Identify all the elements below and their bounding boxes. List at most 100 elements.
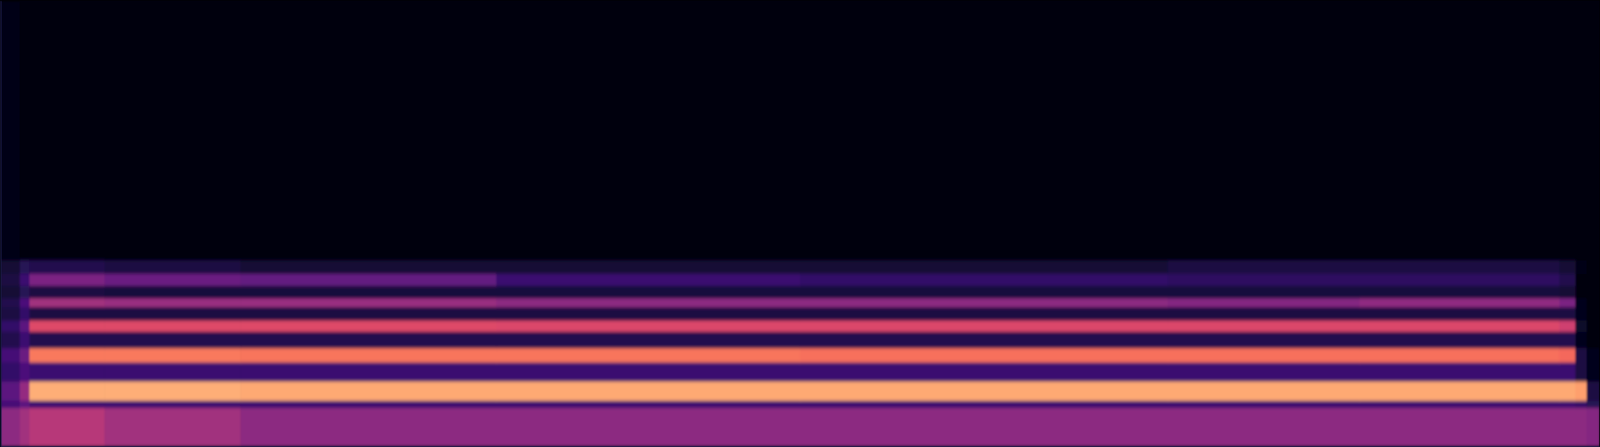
y-axis — [0, 1, 2, 447]
heatmap-cell — [1559, 298, 1576, 308]
heatmap-cell — [0, 0, 21, 261]
heatmap-cell — [104, 259, 241, 274]
heatmap-cell — [1359, 400, 1560, 409]
heatmap-cell — [1586, 285, 1600, 299]
heatmap-cell — [496, 407, 801, 447]
heatmap-cell — [1575, 331, 1587, 349]
heatmap-cell — [0, 400, 21, 409]
heatmap-cell — [1559, 381, 1576, 401]
heatmap-cell — [29, 320, 106, 332]
heatmap-cell — [29, 381, 106, 401]
heatmap-cell — [240, 362, 497, 382]
heatmap-cell — [496, 362, 801, 382]
heatmap-cell — [1586, 331, 1600, 349]
cells — [0, 0, 1600, 447]
heatmap-cell — [1359, 298, 1560, 308]
heatmap-cell — [19, 0, 30, 261]
heatmap-cell — [19, 331, 30, 349]
heatmap-cell — [29, 348, 106, 363]
heatmap-cell — [1586, 362, 1600, 382]
plot-background — [0, 0, 1600, 447]
x-axis — [1, 446, 1600, 447]
heatmap-cell — [19, 273, 30, 286]
heatmap-cell — [104, 331, 241, 349]
heatmap-cell — [240, 331, 497, 349]
heatmap-cell — [104, 407, 241, 447]
heatmap-cell — [1167, 285, 1360, 299]
heatmap-cell — [1586, 320, 1600, 332]
heatmap-cell — [1575, 400, 1587, 409]
heatmap-cell — [1559, 407, 1576, 447]
heatmap-cell — [1167, 273, 1360, 286]
heatmap-cell — [104, 362, 241, 382]
heatmap-cell — [1575, 0, 1587, 261]
heatmap-cell — [19, 407, 30, 447]
heatmap-cell — [1575, 320, 1587, 332]
heatmap-cell — [29, 298, 106, 308]
heatmap-cell — [0, 407, 21, 447]
heatmap-cell — [29, 362, 106, 382]
heatmap-cell — [19, 285, 30, 299]
heatmap-cell — [800, 400, 1169, 409]
heatmap-cell — [240, 307, 497, 321]
heatmap-cell — [1359, 331, 1560, 349]
cell-layer — [0, 0, 1600, 447]
heatmap-cell — [1167, 381, 1360, 401]
heatmap-cell — [29, 307, 106, 321]
heatmap-cell — [1575, 362, 1587, 382]
heatmap-cell — [240, 0, 497, 261]
heatmap-cell — [104, 381, 241, 401]
heatmap-cell — [1359, 381, 1560, 401]
heatmap-cell — [1359, 320, 1560, 332]
heatmap-cell — [496, 307, 801, 321]
heatmap-cell — [1167, 400, 1360, 409]
heatmap-cell — [29, 331, 106, 349]
heatmap-cell — [0, 348, 21, 363]
heatmap-cell — [104, 285, 241, 299]
heatmap-cell — [0, 298, 21, 308]
heatmap-cell — [1167, 0, 1360, 261]
heatmap-cell — [800, 307, 1169, 321]
heatmap-cell — [104, 348, 241, 363]
heatmap-cell — [1167, 320, 1360, 332]
heatmap-cell — [240, 407, 497, 447]
heatmap-cell — [800, 259, 1169, 274]
heatmap-cell — [1167, 362, 1360, 382]
heatmap-cell — [240, 298, 497, 308]
heatmap-cell — [240, 320, 497, 332]
heatmap-cell — [496, 331, 801, 349]
heatmap-cell — [240, 381, 497, 401]
heatmap-cell — [800, 348, 1169, 363]
heatmap-cell — [1559, 348, 1576, 363]
heatmap-cell — [0, 285, 21, 299]
heatmap-cell — [19, 298, 30, 308]
heatmap-cell — [1167, 331, 1360, 349]
heatmap-cell — [1559, 307, 1576, 321]
heatmap-cell — [29, 259, 106, 274]
heatmap-cell — [104, 0, 241, 261]
heatmap-cell — [1575, 298, 1587, 308]
heatmap-cell — [104, 400, 241, 409]
heatmap-cell — [0, 320, 21, 332]
heatmap-cell — [19, 259, 30, 274]
heatmap-cell — [240, 400, 497, 409]
heatmap-cell — [1559, 259, 1576, 274]
heatmap-cell — [0, 381, 21, 401]
heatmap-cell — [240, 285, 497, 299]
plot — [0, 0, 1600, 447]
heatmap-cell — [1586, 298, 1600, 308]
heatmap-cell — [29, 273, 106, 286]
heatmap-cell — [19, 307, 30, 321]
heatmap-cell — [1575, 259, 1587, 274]
heatmap-cell — [1575, 407, 1587, 447]
heatmap-cell — [0, 273, 21, 286]
heatmap-cell — [1586, 348, 1600, 363]
heatmap-cell — [496, 381, 801, 401]
heatmap-cell — [1575, 285, 1587, 299]
heatmap-cell — [29, 0, 106, 261]
heatmap-cell — [800, 407, 1169, 447]
axis-line — [0, 1, 3, 447]
heatmap-cell — [496, 400, 801, 409]
heatmap-cell — [29, 407, 106, 447]
heatmap-cell — [800, 362, 1169, 382]
